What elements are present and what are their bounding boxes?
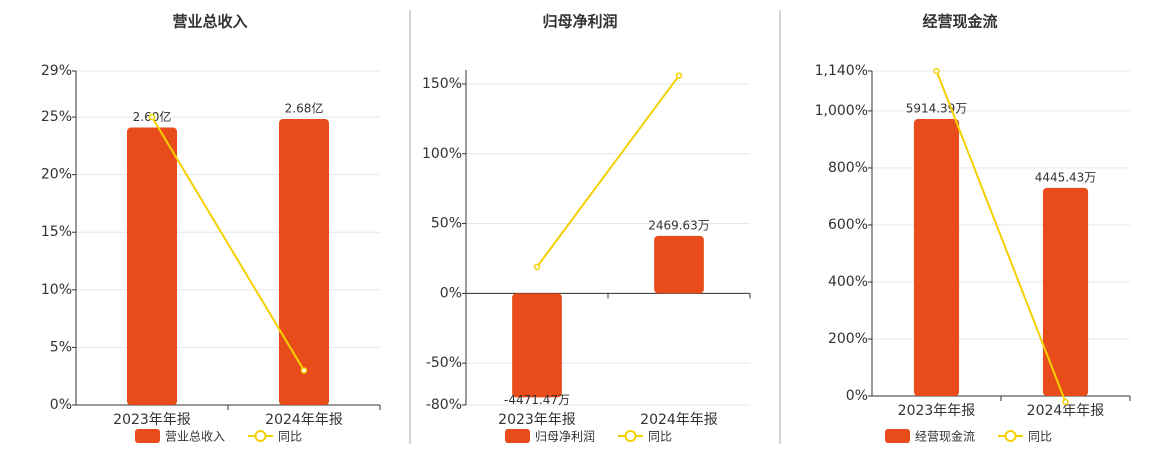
y-tick-label: 50%	[431, 216, 462, 232]
y-tick-label: 200%	[828, 331, 868, 347]
bar	[512, 293, 562, 398]
y-tick-label: 0%	[846, 388, 868, 404]
value-label: 2.68亿	[285, 101, 324, 116]
value-label: 4445.43万	[1035, 170, 1097, 184]
x-tick-label: 2023年年报	[113, 412, 191, 428]
line-point	[1062, 398, 1069, 406]
bar	[913, 119, 960, 396]
y-tick-label: 10%	[41, 282, 72, 298]
legend-label: 同比	[648, 430, 672, 444]
legend-marker	[254, 430, 267, 442]
line	[935, 70, 1067, 403]
legend-swatch	[505, 429, 530, 443]
y-tick-label: 5%	[50, 339, 72, 355]
bar	[1042, 187, 1089, 396]
legend-label: 归母净利润	[535, 430, 595, 444]
y-tick-label: 150%	[422, 76, 462, 92]
chart-title: 归母净利润	[542, 13, 617, 31]
chart-title: 经营现金流	[922, 13, 997, 31]
legend-label: 同比	[278, 430, 302, 444]
y-tick-label: 600%	[828, 217, 868, 233]
legend-marker	[624, 430, 637, 442]
legend-marker	[1004, 430, 1017, 442]
value-label: 5914.39万	[906, 102, 968, 116]
y-tick-label: 15%	[41, 224, 72, 240]
legend-label: 营业总收入	[165, 430, 225, 444]
line-point	[300, 367, 308, 374]
x-tick-label: 2023年年报	[498, 412, 576, 428]
y-tick-label: 29%	[41, 63, 72, 79]
y-tick-label: 20%	[41, 167, 72, 183]
y-tick-label: -80%	[426, 397, 462, 413]
x-tick-label: 2024年年报	[640, 412, 718, 428]
line-point	[533, 263, 541, 271]
legend-swatch	[885, 429, 910, 443]
line-point	[675, 72, 683, 79]
x-tick-label: 2023年年报	[898, 403, 976, 419]
x-tick-label: 2024年年报	[265, 412, 343, 428]
value-label: 2469.63万	[648, 218, 710, 232]
line-point	[933, 67, 940, 75]
value-label: -4471.47万	[504, 393, 570, 407]
x-tick-label: 2024年年报	[1027, 403, 1105, 419]
line	[151, 116, 305, 371]
bar	[654, 235, 704, 294]
bar	[279, 119, 329, 406]
y-tick-label: 800%	[828, 160, 868, 176]
y-tick-label: 0%	[50, 397, 72, 413]
y-tick-label: 0%	[440, 285, 462, 301]
y-tick-label: 25%	[41, 109, 72, 125]
y-tick-label: 400%	[828, 274, 868, 290]
legend-label: 经营现金流	[915, 429, 975, 444]
line	[536, 74, 680, 268]
legend-swatch	[135, 429, 160, 443]
bar	[127, 127, 177, 405]
line-point	[148, 113, 156, 121]
y-tick-label: 100%	[422, 146, 462, 162]
y-tick-label: 1,000%	[815, 103, 868, 119]
y-tick-label: -50%	[426, 355, 462, 371]
legend-label: 同比	[1028, 430, 1052, 444]
y-tick-label: 1,140%	[815, 63, 868, 79]
chart-title: 营业总收入	[172, 13, 247, 31]
